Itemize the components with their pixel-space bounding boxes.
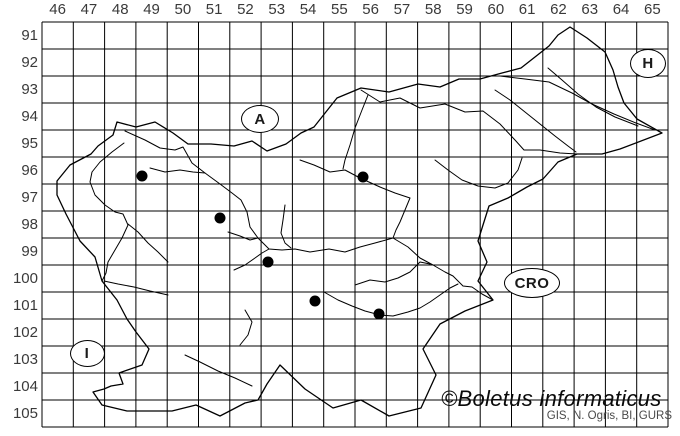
col-label-64: 64 [612,1,630,18]
row-label-96: 96 [21,161,38,179]
row-label-98: 98 [21,215,38,233]
watermark-text: ©Boletus informaticus [441,386,662,411]
river-mirna [354,261,431,286]
row-label-95: 95 [21,134,38,152]
river-drava [360,89,578,155]
row-label-91: 91 [21,26,38,44]
col-label-57: 57 [393,1,411,18]
col-label-61: 61 [518,1,536,18]
row-label-103: 103 [12,350,38,368]
river-dravinja [434,157,523,189]
col-label-62: 62 [550,1,567,18]
col-label-54: 54 [299,1,317,18]
country-label-a: A [241,105,279,133]
col-label-65: 65 [644,1,661,18]
river-ljubljanica [233,248,270,271]
col-label-58: 58 [424,1,442,18]
row-label-92: 92 [21,53,38,71]
river-sava [124,130,494,301]
col-label-53: 53 [268,1,286,18]
river-notranjska [239,309,253,346]
river-reka [184,354,253,387]
col-label-63: 63 [581,1,599,18]
river-ledava [547,67,639,127]
occurrence-dot-9656[interactable] [357,171,369,183]
col-label-50: 50 [174,1,192,18]
river-krka [323,283,459,317]
river-savinja [299,159,411,239]
occurrence-dot-10154[interactable] [309,295,321,307]
col-label-56: 56 [362,1,379,18]
row-label-101: 101 [12,296,38,314]
row-label-100: 100 [12,269,38,287]
occurrence-dot-9953[interactable] [262,256,274,268]
river-soca [89,142,129,282]
river-sora [227,231,259,241]
occurrence-dot-9851[interactable] [214,212,226,224]
col-label-46: 46 [49,1,66,18]
row-label-104: 104 [12,377,38,395]
river-sava-bohinjka [149,167,206,174]
col-label-48: 48 [111,1,129,18]
col-label-52: 52 [237,1,254,18]
row-label-94: 94 [21,107,38,125]
country-label-cro: CRO [504,268,560,298]
row-label-97: 97 [21,188,38,206]
river-mislinja [342,94,369,170]
river-vipava [103,280,169,296]
slovenia-border-outline [56,26,663,417]
col-label-47: 47 [80,1,98,18]
col-label-59: 59 [456,1,473,18]
row-label-105: 105 [12,404,38,422]
river-pesnica [494,89,577,153]
col-label-55: 55 [331,1,348,18]
row-label-99: 99 [21,242,38,260]
river-idrijca [127,223,169,263]
river-mura [499,75,656,131]
country-label-i: I [69,339,105,367]
col-label-60: 60 [487,1,505,18]
col-label-49: 49 [143,1,160,18]
occurrence-dot-9649[interactable] [136,170,148,182]
river-kamniska-bistrica [280,204,292,249]
country-label-h: H [630,48,666,78]
occurrence-dot-10156[interactable] [373,308,385,320]
col-label-51: 51 [205,1,223,18]
row-label-102: 102 [12,323,38,341]
attribution-text: GIS, N. Ogris, BI, GURS [546,410,672,422]
row-label-93: 93 [21,80,38,98]
